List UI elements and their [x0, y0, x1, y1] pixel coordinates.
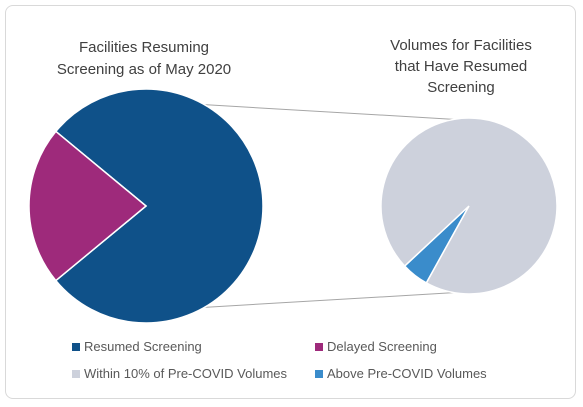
chart-title-secondary-line-3: Screening	[427, 79, 495, 96]
connector-lines	[204, 104, 454, 308]
chart-title-secondary-line-2: that Have Resumed	[395, 58, 528, 75]
legend-swatch-resumed-screening	[72, 343, 80, 351]
legend-label-delayed-screening: Delayed Screening	[327, 339, 437, 354]
pie-slice-within-10-of-pre-covid-volumes	[380, 117, 558, 295]
pie-primary	[28, 88, 264, 324]
connector-line-bottom	[204, 292, 454, 308]
pie-slice-delayed-screening	[28, 130, 148, 282]
connector-line-top	[204, 104, 454, 120]
legend-label-above-pre-covid: Above Pre-COVID Volumes	[327, 366, 487, 381]
legend-label-within-10-percent: Within 10% of Pre-COVID Volumes	[84, 366, 288, 381]
legend-swatch-within-10-percent	[72, 370, 80, 378]
legend: Resumed Screening Delayed Screening With…	[72, 339, 487, 381]
chart-title-secondary-line-1: Volumes for Facilities	[390, 37, 532, 54]
legend-swatch-delayed-screening	[315, 343, 323, 351]
chart-title-primary-line-1: Facilities Resuming	[79, 39, 209, 56]
chart-title-primary-line-2: Screening as of May 2020	[57, 61, 231, 78]
pie-slice-resumed-screening	[54, 88, 264, 324]
pie-secondary	[380, 117, 558, 295]
legend-swatch-above-pre-covid	[315, 370, 323, 378]
legend-label-resumed-screening: Resumed Screening	[84, 339, 202, 354]
